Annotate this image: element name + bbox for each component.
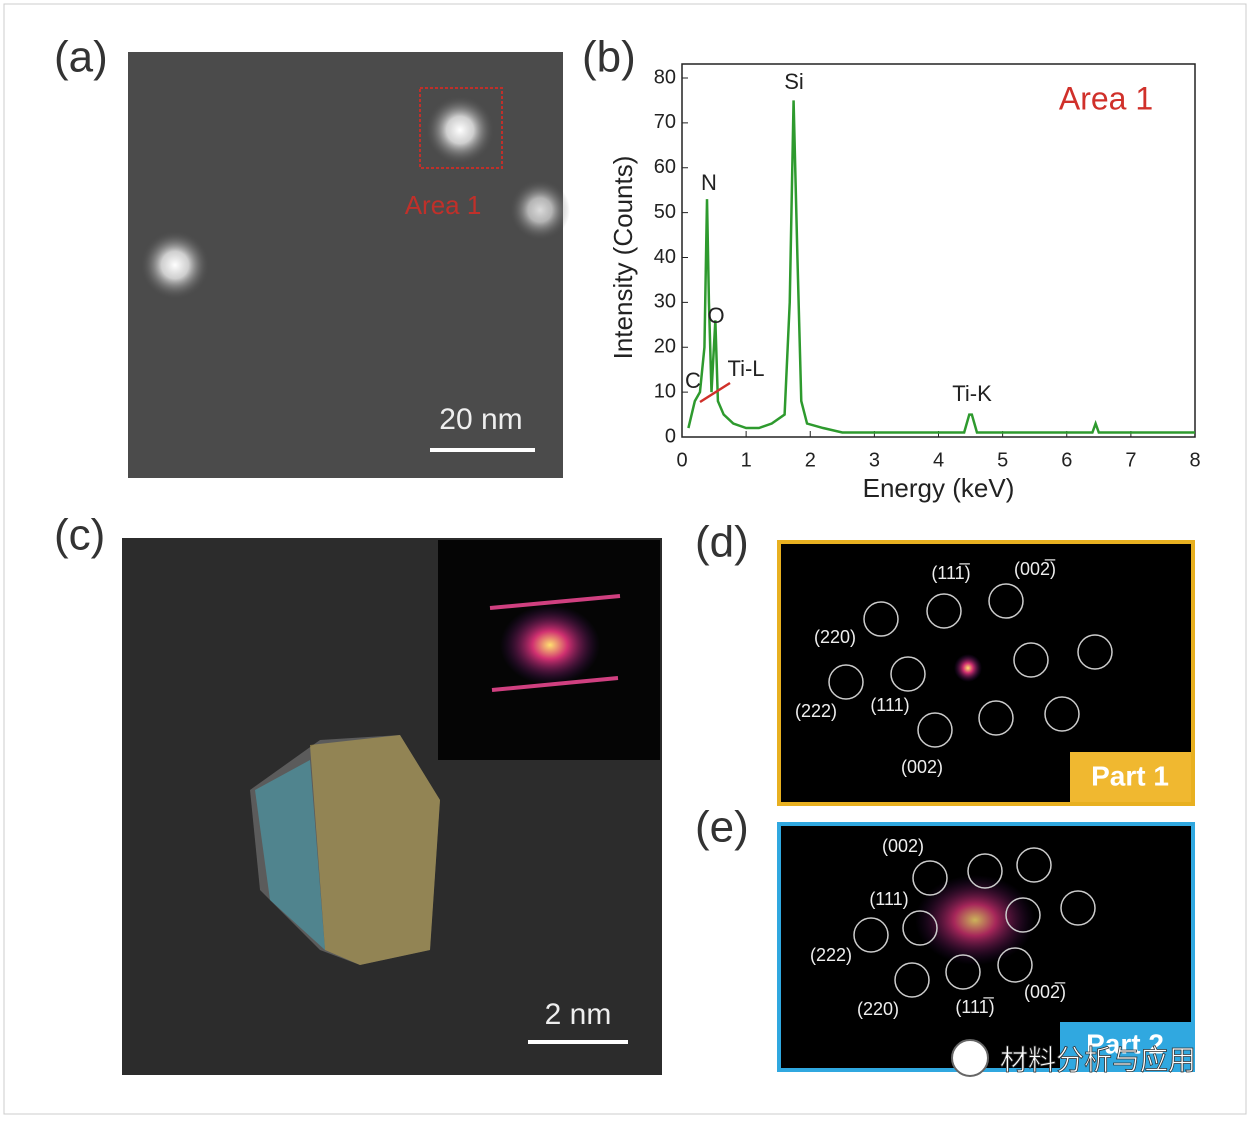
- y-tick-label: 60: [654, 156, 676, 178]
- plot-frame: [681, 63, 1196, 438]
- panel-label: (c): [54, 511, 105, 560]
- panel-label: (e): [695, 803, 749, 852]
- area-box: [419, 87, 503, 169]
- scale-bar-label: 2 nm: [545, 998, 612, 1031]
- spot-label: (111̅): [955, 997, 994, 1017]
- panel-label: (d): [695, 518, 749, 567]
- x-tick-label: 3: [869, 449, 880, 471]
- spot-label: (002): [882, 836, 924, 856]
- watermark: 材料分析与应用: [1000, 1044, 1196, 1075]
- spot-label: (220): [814, 627, 856, 647]
- annotation: Ti-K: [952, 381, 992, 406]
- spot-label: (002̅): [1014, 559, 1056, 579]
- x-tick-label: 1: [741, 449, 752, 471]
- spot-label: (220): [857, 999, 899, 1019]
- spot-label: (111̅): [931, 563, 970, 583]
- y-tick-label: 80: [654, 66, 676, 88]
- y-tick-label: 20: [654, 336, 676, 358]
- part-badge: [1060, 1022, 1191, 1068]
- spectrum: [687, 100, 1195, 434]
- y-tick-label: 50: [654, 201, 676, 223]
- annotation: Area 1: [1059, 80, 1153, 116]
- annotation: N: [701, 170, 717, 195]
- spot-label: (222): [810, 945, 852, 965]
- x-tick-label: 6: [1061, 449, 1072, 471]
- part-label: Part 2: [1086, 1028, 1164, 1059]
- y-tick-label: 40: [654, 246, 676, 268]
- part-label: Part 1: [1091, 760, 1169, 791]
- area-label: Area 1: [405, 190, 482, 220]
- fft-pattern: [500, 605, 600, 685]
- region-part2: [255, 760, 325, 950]
- fft-streak: [489, 594, 621, 610]
- spot-circles: [828, 583, 1113, 748]
- particle: [141, 231, 209, 299]
- annotation: Si: [784, 69, 804, 94]
- y-tick-label: 70: [654, 111, 676, 133]
- scale-bar-label: 20 nm: [439, 403, 522, 436]
- center-spot: [954, 654, 982, 682]
- frame: [3, 3, 1247, 1115]
- annotation: C: [685, 368, 701, 393]
- x-axis-label: Energy (keV): [863, 473, 1015, 503]
- annotation: O: [707, 303, 724, 328]
- region-part1: [310, 735, 440, 965]
- part-badge: [1070, 752, 1191, 802]
- spot-label: (222): [795, 701, 837, 721]
- annotation: Ti-L: [727, 356, 764, 381]
- y-tick-label: 30: [654, 291, 676, 313]
- spot-label: (002̅): [1024, 982, 1066, 1002]
- eds-chart: 0 10 20 30 40 50 60 70 80 0 1 2 3 4 5 6 7 8 Energy (keV) In…: [608, 63, 1201, 503]
- spot-label: (111): [869, 889, 908, 909]
- y-tick-label: 0: [665, 425, 676, 447]
- panel-label: (b): [582, 33, 636, 82]
- particle: [426, 96, 494, 164]
- panel-label: (a): [54, 33, 108, 82]
- center-spot: [915, 875, 1035, 965]
- particle: [510, 180, 570, 240]
- x-tick-label: 7: [1125, 449, 1136, 471]
- x-tick-label: 5: [997, 449, 1008, 471]
- x-tick-label: 0: [676, 449, 687, 471]
- x-tick-label: 8: [1189, 449, 1200, 471]
- watermark-icon: [951, 1039, 989, 1077]
- spot-circles: [853, 847, 1096, 998]
- spot-label: (111): [870, 695, 909, 715]
- fft-streak: [491, 676, 619, 692]
- y-tick-label: 10: [654, 380, 676, 402]
- y-axis-label: Intensity (Counts): [608, 156, 638, 360]
- ti-l-pointer: [699, 381, 731, 404]
- x-tick-label: 2: [805, 449, 816, 471]
- spot-label: (002): [901, 757, 943, 777]
- x-tick-label: 4: [933, 449, 944, 471]
